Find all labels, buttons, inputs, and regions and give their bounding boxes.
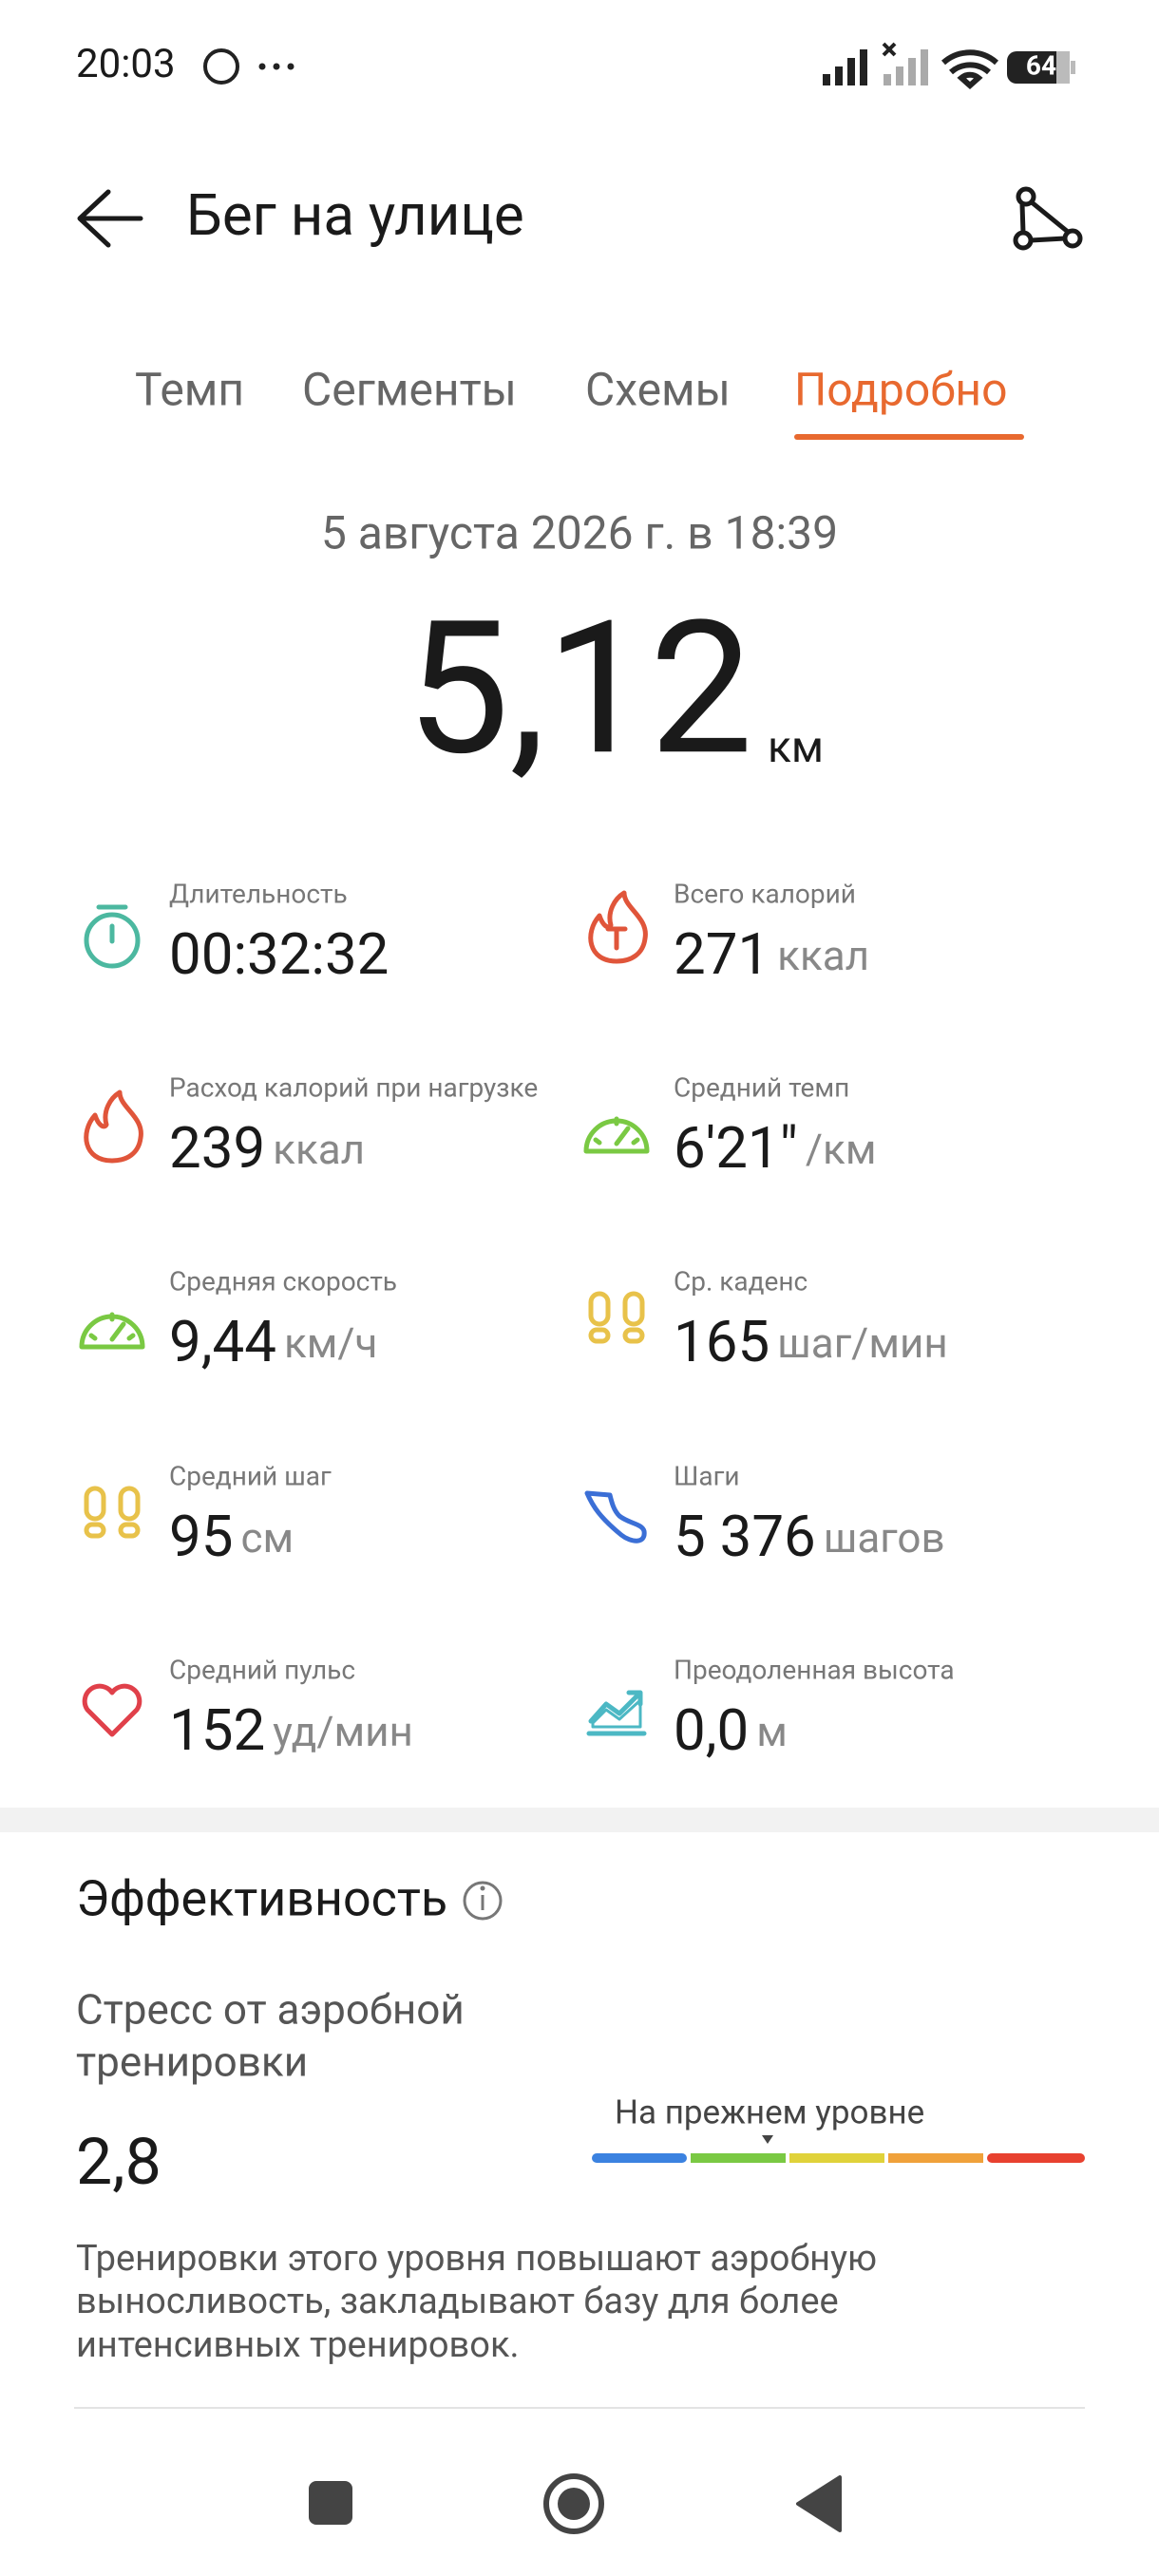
metric-label: Средний шаг xyxy=(169,1460,332,1491)
metric-value: 239 xyxy=(169,1114,265,1182)
info-button[interactable] xyxy=(463,1881,503,1921)
metric-value: 5 376 xyxy=(674,1503,816,1570)
section-divider xyxy=(0,1808,1159,1832)
metric: 00:32:32 xyxy=(169,920,389,988)
metric-value: 152 xyxy=(169,1696,265,1764)
tabs: Темп Сегменты Схемы Подробно xyxy=(135,363,1007,417)
metric-label: Средняя скорость xyxy=(169,1265,397,1297)
metric-label: Шаги xyxy=(674,1460,740,1491)
metric-value: 6'21" xyxy=(674,1114,798,1182)
metric: 95 см xyxy=(169,1503,294,1570)
description: интенсивных тренировок. xyxy=(76,2324,520,2366)
metric-label: Ср. каденс xyxy=(674,1265,808,1297)
status-icons xyxy=(203,42,1075,90)
metric-unit: уд/мин xyxy=(273,1707,413,1756)
metric-unit: км/ч xyxy=(284,1318,378,1368)
metric-label: Средний темп xyxy=(674,1071,849,1103)
stress-scale xyxy=(592,2135,1085,2163)
metric-unit: м xyxy=(756,1707,788,1756)
metric-value: 165 xyxy=(674,1308,770,1375)
metric-label: Всего калорий xyxy=(674,878,856,909)
metric-value: 95 xyxy=(169,1503,233,1570)
metric-unit: ккал xyxy=(777,931,869,980)
route-button[interactable] xyxy=(1013,186,1083,251)
stress-label: Стресс от аэробной xyxy=(76,1985,465,2035)
tab[interactable]: Темп xyxy=(135,363,244,417)
description: выносливость, закладывают базу для более xyxy=(76,2281,839,2322)
metric-value: 9,44 xyxy=(169,1308,276,1375)
metric-unit: ккал xyxy=(273,1125,365,1174)
metric-unit: шагов xyxy=(824,1513,945,1563)
tab-indicator xyxy=(794,434,1024,440)
metric: 0,0 м xyxy=(674,1696,788,1764)
metric-label: Длительность xyxy=(169,878,348,909)
metric-label: Преодоленная высота xyxy=(674,1654,955,1685)
page-title: Бег на улице xyxy=(186,181,524,249)
tab[interactable]: Подробно xyxy=(794,363,1007,417)
section-title: Эффективность xyxy=(76,1870,447,1928)
metric-unit: шаг/мин xyxy=(777,1318,948,1368)
distance-value: 5,12 xyxy=(406,581,752,797)
metric: 5 376 шагов xyxy=(674,1503,945,1570)
distance-unit: км xyxy=(768,722,824,773)
battery-level: 64 xyxy=(1026,49,1056,81)
stress-value: 2,8 xyxy=(76,2124,162,2200)
metric-value: 00:32:32 xyxy=(169,920,389,988)
metric: 9,44 км/ч xyxy=(169,1308,377,1375)
metric-unit: /км xyxy=(806,1125,877,1174)
nav-home[interactable] xyxy=(543,2473,604,2534)
metric: 6'21"/км xyxy=(674,1114,876,1182)
metric-value: 271 xyxy=(674,920,770,988)
workout-date: 5 августа 2026 г. в 18:39 xyxy=(321,506,838,560)
metric-unit: см xyxy=(240,1513,294,1563)
metric-label: Расход калорий при нагрузке xyxy=(169,1071,538,1103)
metric-value: 0,0 xyxy=(674,1696,749,1764)
nav-recents[interactable] xyxy=(309,2481,352,2525)
tab[interactable]: Сегменты xyxy=(302,363,517,417)
description: Тренировки этого уровня повышают аэробну… xyxy=(76,2238,877,2280)
metric-icons xyxy=(79,890,650,1737)
stress-label: тренировки xyxy=(76,2037,308,2087)
status-time: 20:03 xyxy=(76,41,176,87)
back-button[interactable] xyxy=(77,189,143,248)
metric-label: Средний пульс xyxy=(169,1654,355,1685)
metric: 271 ккал xyxy=(674,920,869,988)
stress-level: На прежнем уровне xyxy=(615,2093,924,2131)
tab[interactable]: Схемы xyxy=(585,363,731,417)
metric: 165 шаг/мин xyxy=(674,1308,948,1375)
metric: 239 ккал xyxy=(169,1114,365,1182)
nav-back[interactable] xyxy=(796,2475,842,2532)
metric: 152 уд/мин xyxy=(169,1696,413,1764)
